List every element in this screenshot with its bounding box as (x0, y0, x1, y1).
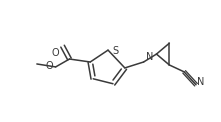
Text: N: N (146, 52, 154, 62)
Text: O: O (45, 61, 53, 71)
Text: N: N (197, 77, 204, 87)
Text: S: S (112, 46, 118, 56)
Text: O: O (52, 48, 60, 58)
